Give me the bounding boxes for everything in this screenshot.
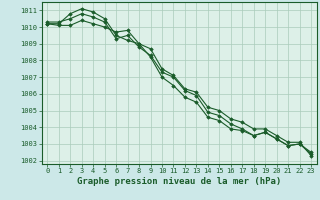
- X-axis label: Graphe pression niveau de la mer (hPa): Graphe pression niveau de la mer (hPa): [77, 177, 281, 186]
